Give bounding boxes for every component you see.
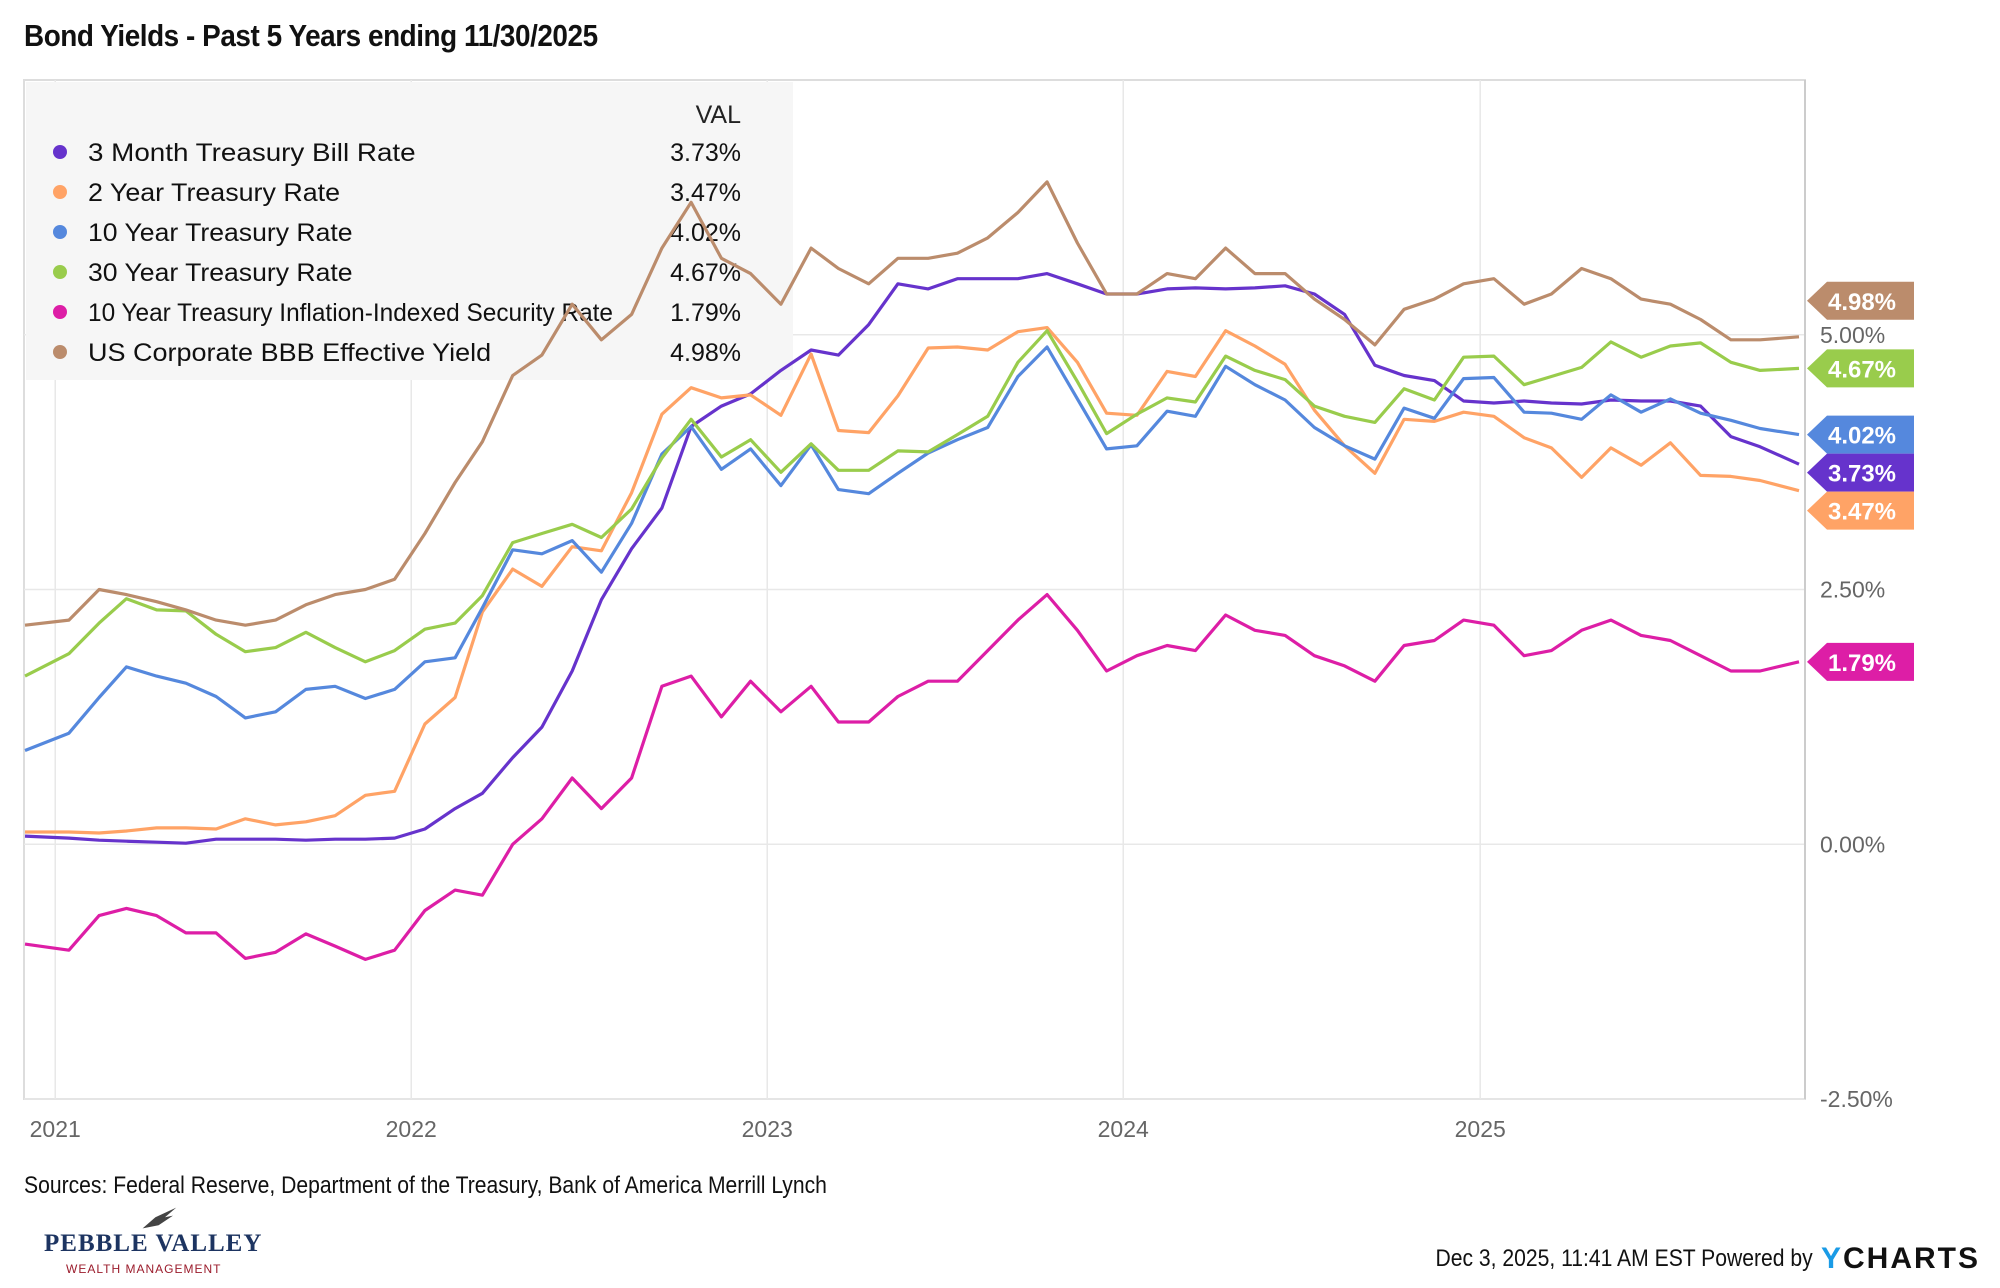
series-line <box>24 272 1800 845</box>
end-value-tags: 4.98% 4.67% 4.02% 3.73% 3.47% 1.79% <box>1807 281 1914 681</box>
x-tick-label: 2024 <box>1098 1116 1149 1142</box>
end-value-tag <box>1807 453 1914 492</box>
y-tick-label: 0.00% <box>1820 831 1885 857</box>
x-tick-label: 2023 <box>742 1116 793 1142</box>
powered-by-text: Powered by <box>1701 1245 1813 1272</box>
y-tick-label: 2.50% <box>1820 577 1885 603</box>
legend-dot-icon <box>53 305 67 319</box>
legend-series-name: 2 Year Treasury Rate <box>88 179 340 207</box>
x-tick-label: 2025 <box>1455 1116 1506 1142</box>
eagle-icon <box>142 1207 177 1229</box>
end-value-tag <box>1807 642 1914 681</box>
legend-series-name: 30 Year Treasury Rate <box>88 259 353 287</box>
axis-ticks: 5.00% 2.50% 0.00% -2.50% 2021 2022 2023 2024 202… <box>30 322 1893 1142</box>
legend-series-name: 10 Year Treasury Rate <box>88 219 353 247</box>
logo-subtitle: WEALTH MANAGEMENT <box>66 1262 222 1276</box>
series-line <box>24 592 1800 962</box>
legend-dot-icon <box>53 345 67 359</box>
legend-header: VAL <box>696 101 741 129</box>
end-value-tag <box>1807 281 1914 320</box>
footer: Dec 3, 2025, 11:41 AM EST Powered by YCH… <box>1384 1242 1980 1276</box>
timestamp-text: Dec 3, 2025, 11:41 AM EST <box>1435 1245 1696 1272</box>
chart-title: Bond Yields - Past 5 Years ending 11/30/… <box>24 18 598 53</box>
end-value-tag <box>1807 491 1914 530</box>
x-tick-label: 2021 <box>30 1116 81 1142</box>
series-line <box>24 180 1800 627</box>
end-value-label: 3.47% <box>1828 499 1896 526</box>
sources-note: Sources: Federal Reserve, Department of … <box>24 1172 827 1199</box>
legend-series-value: 3.47% <box>670 179 741 207</box>
series-line <box>24 329 1800 678</box>
end-value-label: 3.73% <box>1828 461 1896 488</box>
end-value-label: 1.79% <box>1828 650 1896 677</box>
legend-series-name: 10 Year Treasury Inflation-Indexed Secur… <box>88 299 613 327</box>
ycharts-logo[interactable]: YCHARTS <box>1821 1242 1980 1276</box>
x-tick-label: 2022 <box>386 1116 437 1142</box>
ycharts-rest: CHARTS <box>1843 1242 1980 1275</box>
pebble-valley-logo: PEBBLE VALLEY WEALTH MANAGEMENT <box>44 1206 274 1286</box>
series-line <box>24 345 1800 752</box>
legend: VAL 3 Month Treasury Bill Rate 3.73% 2 Year… <box>26 82 793 380</box>
series-line <box>25 326 1800 835</box>
legend-background <box>26 82 793 380</box>
ycharts-y: Y <box>1820 1242 1843 1275</box>
end-value-tag <box>1807 415 1914 454</box>
end-value-label: 4.98% <box>1828 289 1896 316</box>
legend-series-value: 4.02% <box>670 219 741 247</box>
y-tick-label: 5.00% <box>1820 322 1885 348</box>
legend-dot-icon <box>53 145 67 159</box>
legend-series-name: 3 Month Treasury Bill Rate <box>88 139 416 167</box>
legend-series-name: US Corporate BBB Effective Yield <box>88 339 491 367</box>
logo-name: PEBBLE VALLEY <box>44 1230 263 1257</box>
series-lines <box>24 180 1800 962</box>
end-value-label: 4.02% <box>1828 423 1896 450</box>
timestamp: Dec 3, 2025, 11:41 AM EST Powered by <box>1436 1245 1813 1273</box>
legend-series-value: 4.98% <box>670 339 741 367</box>
y-tick-label: -2.50% <box>1820 1086 1893 1112</box>
legend-series-value: 1.79% <box>670 299 741 327</box>
end-value-tag <box>1807 349 1914 388</box>
end-value-label: 4.67% <box>1828 356 1896 383</box>
legend-series-value: 3.73% <box>670 139 741 167</box>
legend-dot-icon <box>53 185 67 199</box>
legend-dot-icon <box>53 265 67 279</box>
legend-dot-icon <box>53 225 67 239</box>
